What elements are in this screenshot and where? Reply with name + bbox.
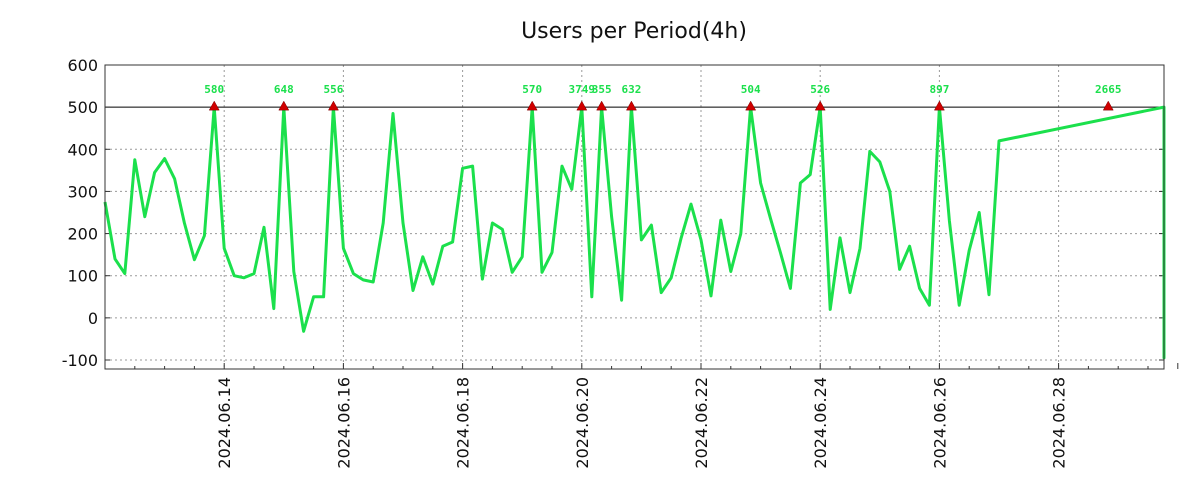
series-line-users bbox=[103, 105, 1166, 360]
x-tick-label: 2024.06.18 bbox=[454, 377, 473, 469]
peak-marker bbox=[576, 100, 588, 111]
peak-marker bbox=[933, 100, 945, 111]
x-tick-label: 2024.06.26 bbox=[930, 377, 949, 469]
chart-title: Users per Period(4h) bbox=[521, 19, 747, 44]
y-tick-label: 600 bbox=[67, 56, 98, 75]
y-tick-label: 200 bbox=[67, 225, 98, 244]
plot-frame bbox=[104, 64, 1165, 370]
peak-marker bbox=[208, 100, 220, 111]
y-tick-label: 0 bbox=[88, 309, 98, 328]
peak-label: 570 bbox=[522, 83, 542, 96]
y-tick-label: 100 bbox=[67, 267, 98, 286]
y-tick-label: -100 bbox=[62, 351, 98, 370]
peak-label: 355 bbox=[592, 83, 612, 96]
x-tick-label: 2024.06.22 bbox=[692, 377, 711, 469]
peak-marker bbox=[814, 100, 826, 111]
peak-marker bbox=[626, 100, 637, 111]
axis-layer: 600 500 400 300 200 100 0 -100 2024.06.14 2024.06… bbox=[62, 56, 1179, 469]
peak-marker bbox=[596, 100, 608, 111]
y-tick-label: 500 bbox=[67, 98, 98, 117]
peak-marker bbox=[278, 100, 290, 111]
peak-label: 504 bbox=[741, 83, 761, 96]
x-tick-label: 2024.06.20 bbox=[573, 377, 592, 469]
peak-label: 580 bbox=[204, 83, 224, 96]
x-tick-label: 2024.06.24 bbox=[811, 377, 830, 469]
series-layer bbox=[103, 105, 1166, 360]
peak-label: 526 bbox=[810, 83, 830, 96]
y-tick-label: 400 bbox=[67, 140, 98, 159]
peak-label: 648 bbox=[274, 83, 294, 96]
peak-label: 556 bbox=[324, 83, 344, 96]
peak-marker bbox=[328, 100, 339, 111]
grid-layer bbox=[105, 64, 1164, 369]
peak-marker bbox=[526, 100, 538, 111]
peak-label: 2665 bbox=[1095, 83, 1122, 96]
peak-marker bbox=[1102, 100, 1114, 111]
peak-label: 3749 bbox=[569, 83, 596, 96]
peak-label: 632 bbox=[622, 83, 642, 96]
x-tick-label: 2024.06.16 bbox=[334, 377, 353, 469]
peak-label: 897 bbox=[929, 83, 949, 96]
x-tick-label: 2024.06.28 bbox=[1050, 377, 1069, 469]
x-tick-label: 2024.06.14 bbox=[215, 377, 234, 469]
y-tick-label: 300 bbox=[67, 182, 98, 201]
peak-marker bbox=[745, 100, 757, 111]
